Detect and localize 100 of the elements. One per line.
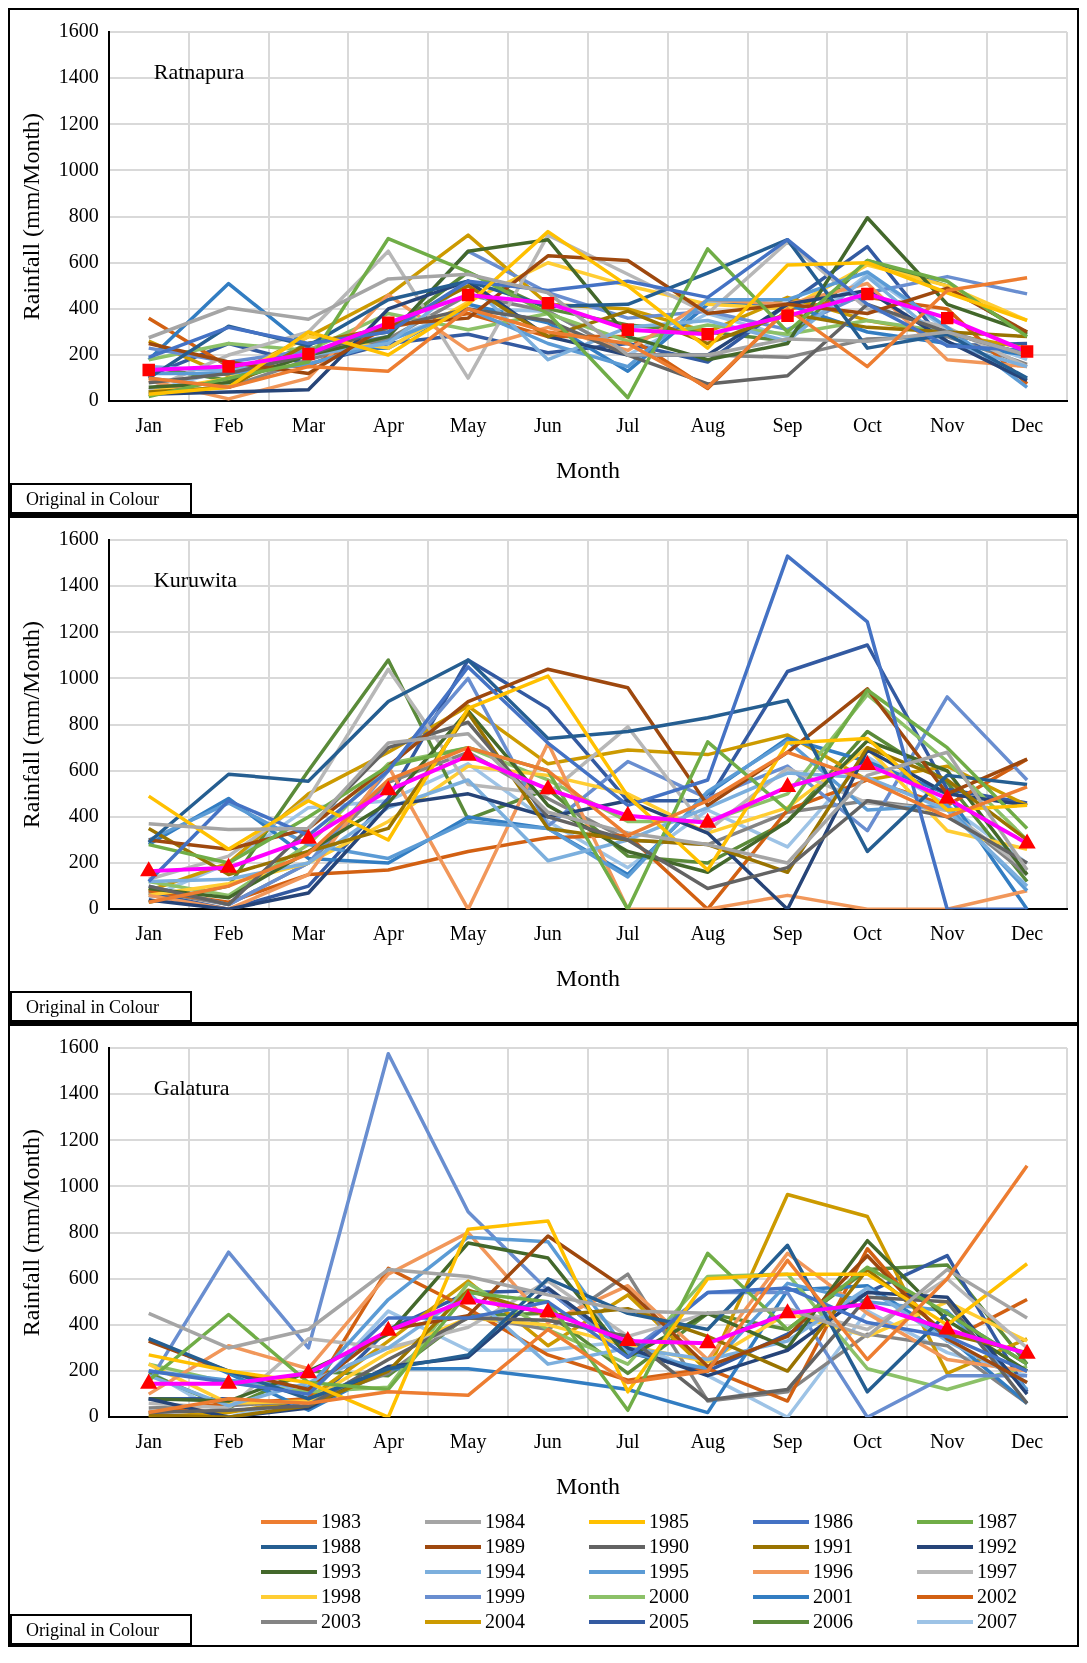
y-tick-label: 1400: [58, 1081, 99, 1104]
x-axis-title: Month: [555, 1472, 620, 1499]
x-tick-label: May: [449, 414, 487, 438]
x-tick-label: Apr: [372, 414, 405, 438]
y-tick-label: 400: [68, 296, 99, 319]
x-tick-label: Dec: [1010, 1430, 1044, 1453]
text: Original in Colour: [10, 483, 192, 514]
legend-label: 1996: [813, 1560, 853, 1583]
x-tick-label: Jul: [616, 414, 640, 437]
y-tick-label: 600: [68, 758, 99, 780]
y-tick-label: 1000: [58, 665, 99, 688]
y-tick-label: 1200: [58, 619, 99, 642]
legend-label: 2004: [485, 1610, 525, 1633]
legend-label: 1990: [649, 1535, 689, 1558]
legend-label: 1993: [321, 1560, 361, 1583]
y-axis-title: Rainfall (mm/Month): [17, 620, 44, 829]
x-tick-label: Sep: [772, 414, 803, 438]
x-tick-label: Jan: [135, 1430, 163, 1453]
x-tick-label: Apr: [372, 922, 405, 946]
text: Original in Colour: [10, 1614, 192, 1645]
legend-label: 2001: [813, 1585, 853, 1608]
x-tick-label: Jan: [135, 922, 163, 945]
x-tick-label: May: [449, 922, 487, 946]
y-axis-title: Rainfall (mm/Month): [17, 112, 44, 321]
y-tick-label: 200: [68, 1358, 99, 1381]
y-tick-label: 1400: [58, 65, 99, 88]
x-tick-label: Feb: [213, 1430, 244, 1453]
legend-label: 1988: [321, 1535, 361, 1558]
text: Kuruwita: [153, 566, 238, 592]
y-tick-label: 1200: [58, 1127, 99, 1150]
y-tick-label: 0: [88, 388, 99, 411]
y-tick-label: 600: [68, 1266, 99, 1288]
y-tick-label: 1000: [58, 1173, 99, 1196]
x-tick-label: Jun: [534, 1430, 562, 1453]
x-axis-title: Month: [555, 456, 620, 483]
y-tick-label: 800: [68, 203, 99, 226]
y-tick-label: 800: [68, 711, 99, 734]
legend-label: 2006: [813, 1610, 853, 1633]
y-tick-label: 200: [68, 342, 99, 365]
x-tick-label: Jan: [135, 414, 163, 437]
x-tick-label: Aug: [690, 414, 725, 438]
legend-label: 1995: [649, 1560, 689, 1583]
legend-label: 1992: [977, 1535, 1017, 1558]
y-tick-label: 1600: [58, 1035, 99, 1058]
y-tick-label: 1200: [58, 111, 99, 134]
x-tick-label: Jul: [616, 922, 640, 945]
x-tick-label: Aug: [690, 1430, 725, 1454]
x-tick-label: Nov: [930, 414, 965, 437]
y-tick-label: 1000: [58, 157, 99, 180]
legend-label: 1997: [977, 1560, 1017, 1583]
y-tick-label: 1600: [58, 19, 99, 42]
x-tick-label: Oct: [852, 922, 883, 945]
y-tick-label: 400: [68, 804, 99, 827]
y-tick-label: 200: [68, 850, 99, 873]
legend-label: 1986: [813, 1510, 853, 1533]
legend-label: 2003: [321, 1610, 361, 1633]
legend-label: 1987: [977, 1510, 1017, 1533]
y-tick-label: 600: [68, 250, 99, 272]
legend-label: 2005: [649, 1610, 689, 1633]
text: Galatura: [153, 1074, 230, 1100]
y-tick-label: 1400: [58, 573, 99, 596]
x-axis-title: Month: [555, 964, 620, 991]
y-tick-label: 0: [88, 1404, 99, 1427]
x-tick-label: Mar: [291, 414, 326, 437]
x-tick-label: Jun: [534, 922, 562, 945]
legend-label: 1999: [485, 1585, 525, 1608]
legend-label: 1983: [321, 1510, 361, 1533]
y-tick-label: 0: [88, 896, 99, 919]
text: Ratnapura: [153, 58, 245, 84]
y-tick-label: 800: [68, 1219, 99, 1242]
x-tick-label: Apr: [372, 1430, 405, 1454]
x-tick-label: Sep: [772, 1430, 803, 1454]
legend-label: 1998: [321, 1585, 361, 1608]
x-tick-label: Feb: [213, 922, 244, 945]
legend-label: 1985: [649, 1510, 689, 1533]
x-tick-label: Dec: [1010, 414, 1044, 437]
legend-label: 2007: [977, 1610, 1017, 1633]
legend-label: 2000: [649, 1585, 689, 1608]
y-tick-label: 400: [68, 1312, 99, 1335]
legend-label: 1991: [813, 1535, 853, 1558]
x-tick-label: Nov: [930, 922, 965, 945]
x-tick-label: Mar: [291, 922, 326, 945]
x-tick-label: Oct: [852, 414, 883, 437]
legend-label: 1994: [485, 1560, 525, 1583]
x-tick-label: Jul: [616, 1430, 640, 1453]
x-tick-label: Jun: [534, 414, 562, 437]
x-tick-label: May: [449, 1430, 487, 1454]
text: Original in Colour: [10, 991, 192, 1022]
x-tick-label: Mar: [291, 1430, 326, 1453]
legend-label: 1989: [485, 1535, 525, 1558]
y-axis-title: Rainfall (mm/Month): [17, 1128, 44, 1337]
x-tick-label: Sep: [772, 922, 803, 946]
legend-label: 2002: [977, 1585, 1017, 1608]
x-tick-label: Aug: [690, 922, 725, 946]
x-tick-label: Oct: [852, 1430, 883, 1453]
legend-label: 1984: [485, 1510, 525, 1533]
x-tick-label: Feb: [213, 414, 244, 437]
y-tick-label: 1600: [58, 527, 99, 550]
x-tick-label: Nov: [930, 1430, 965, 1453]
x-tick-label: Dec: [1010, 922, 1044, 945]
